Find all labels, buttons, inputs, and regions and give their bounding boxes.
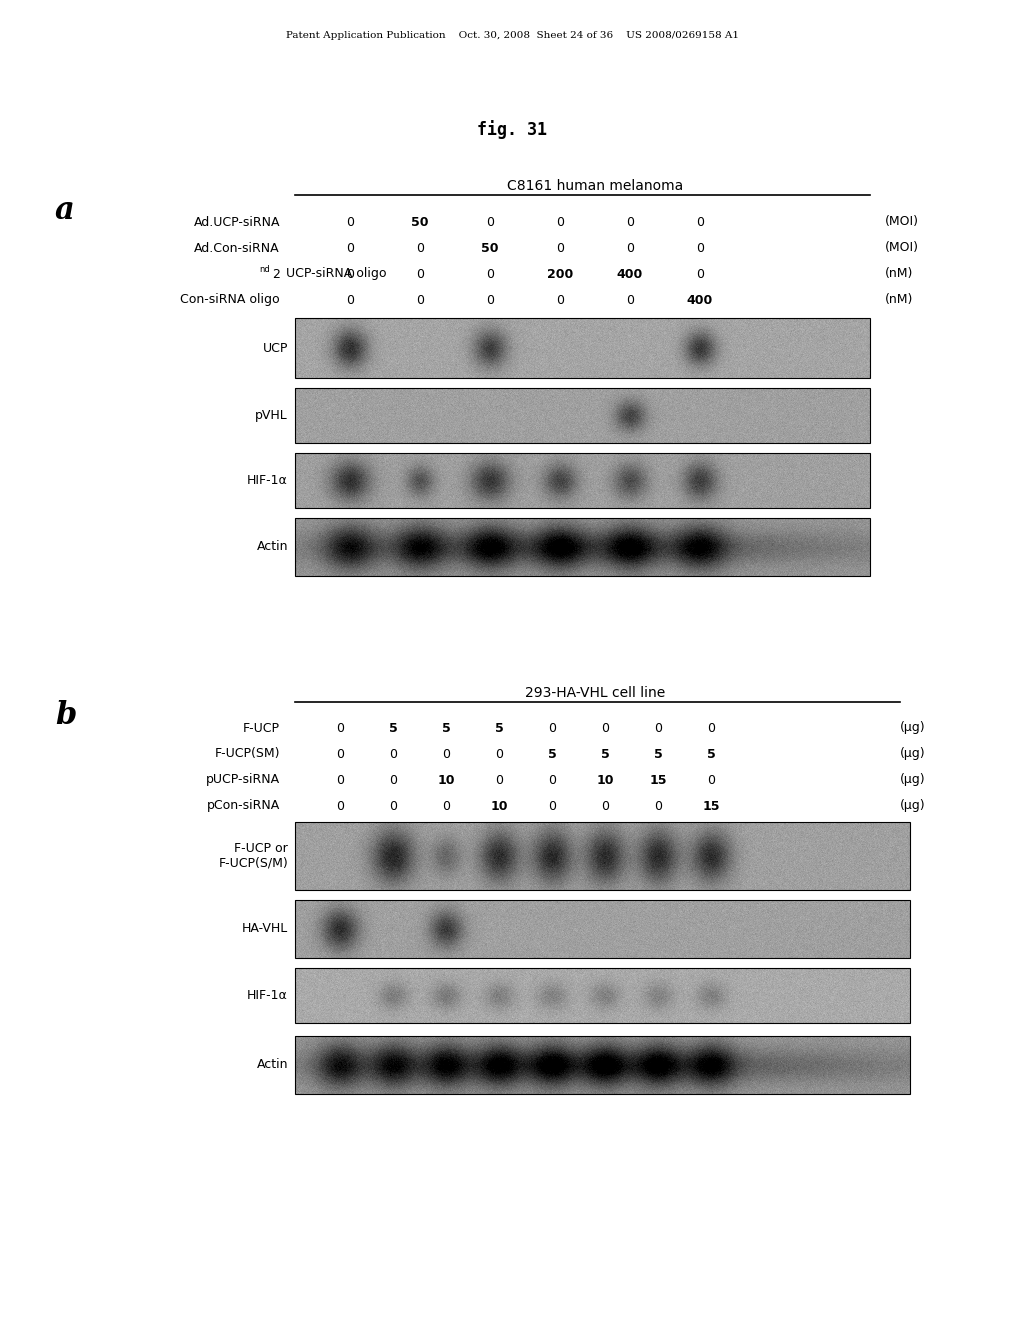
- Text: 5: 5: [441, 722, 451, 734]
- Text: 0: 0: [336, 722, 344, 734]
- Text: 0: 0: [495, 747, 503, 760]
- Text: 0: 0: [389, 800, 397, 813]
- Text: 0: 0: [346, 242, 354, 255]
- Text: 293-HA-VHL cell line: 293-HA-VHL cell line: [525, 686, 666, 700]
- Text: F-UCP: F-UCP: [243, 722, 280, 734]
- Text: 0: 0: [346, 215, 354, 228]
- Bar: [295, 388, 870, 444]
- Text: fig. 31: fig. 31: [477, 120, 547, 140]
- Text: 0: 0: [416, 268, 424, 281]
- Text: 0: 0: [442, 800, 450, 813]
- Text: pUCP-siRNA: pUCP-siRNA: [206, 774, 280, 787]
- Text: HIF-1α: HIF-1α: [247, 474, 288, 487]
- Text: 0: 0: [346, 293, 354, 306]
- Text: 0: 0: [601, 800, 609, 813]
- Text: pCon-siRNA: pCon-siRNA: [207, 800, 280, 813]
- Text: 0: 0: [389, 747, 397, 760]
- Text: Actin: Actin: [256, 540, 288, 553]
- Text: (μg): (μg): [900, 774, 926, 787]
- Text: UCP-siRNA oligo: UCP-siRNA oligo: [282, 268, 386, 281]
- Text: 0: 0: [416, 293, 424, 306]
- Text: 0: 0: [556, 293, 564, 306]
- Bar: [295, 517, 870, 576]
- Text: (MOI): (MOI): [885, 215, 919, 228]
- Text: 2: 2: [272, 268, 280, 281]
- Text: 0: 0: [626, 293, 634, 306]
- Text: 10: 10: [596, 774, 613, 787]
- Text: 50: 50: [481, 242, 499, 255]
- Text: HIF-1α: HIF-1α: [247, 989, 288, 1002]
- Text: 0: 0: [626, 242, 634, 255]
- Text: 0: 0: [495, 774, 503, 787]
- Text: (μg): (μg): [900, 722, 926, 734]
- Text: 400: 400: [616, 268, 643, 281]
- Text: Ad.Con-siRNA: Ad.Con-siRNA: [195, 242, 280, 255]
- Text: 15: 15: [649, 774, 667, 787]
- Text: F-UCP or
F-UCP(S/M): F-UCP or F-UCP(S/M): [218, 842, 288, 870]
- Text: 0: 0: [548, 722, 556, 734]
- Text: 0: 0: [696, 268, 705, 281]
- Text: Con-siRNA oligo: Con-siRNA oligo: [180, 293, 280, 306]
- Text: b: b: [55, 700, 77, 731]
- Bar: [295, 968, 910, 1023]
- Text: 5: 5: [707, 747, 716, 760]
- Text: 5: 5: [601, 747, 609, 760]
- Text: 0: 0: [416, 242, 424, 255]
- Text: 5: 5: [653, 747, 663, 760]
- Text: 0: 0: [486, 215, 494, 228]
- Text: 0: 0: [336, 774, 344, 787]
- Bar: [295, 453, 870, 508]
- Text: 50: 50: [412, 215, 429, 228]
- Text: 0: 0: [626, 215, 634, 228]
- Text: nd: nd: [259, 264, 270, 273]
- Text: 0: 0: [601, 722, 609, 734]
- Text: 10: 10: [437, 774, 455, 787]
- Text: 10: 10: [490, 800, 508, 813]
- Text: pVHL: pVHL: [255, 409, 288, 422]
- Text: 0: 0: [707, 774, 715, 787]
- Text: 200: 200: [547, 268, 573, 281]
- Text: 15: 15: [702, 800, 720, 813]
- Text: Patent Application Publication    Oct. 30, 2008  Sheet 24 of 36    US 2008/02691: Patent Application Publication Oct. 30, …: [286, 30, 738, 40]
- Text: F-UCP(SM): F-UCP(SM): [214, 747, 280, 760]
- Text: 0: 0: [696, 215, 705, 228]
- Text: 400: 400: [687, 293, 713, 306]
- Text: 0: 0: [336, 747, 344, 760]
- Bar: [295, 900, 910, 958]
- Text: (μg): (μg): [900, 747, 926, 760]
- Text: Ad.UCP-siRNA: Ad.UCP-siRNA: [194, 215, 280, 228]
- Text: Actin: Actin: [256, 1059, 288, 1072]
- Bar: [295, 1036, 910, 1094]
- Text: 0: 0: [556, 242, 564, 255]
- Text: 0: 0: [654, 722, 662, 734]
- Text: 0: 0: [389, 774, 397, 787]
- Text: 0: 0: [548, 800, 556, 813]
- Text: (μg): (μg): [900, 800, 926, 813]
- Text: (MOI): (MOI): [885, 242, 919, 255]
- Text: 0: 0: [556, 215, 564, 228]
- Text: 0: 0: [346, 268, 354, 281]
- Text: (nM): (nM): [885, 268, 913, 281]
- Text: 0: 0: [442, 747, 450, 760]
- Bar: [295, 822, 910, 890]
- Text: 0: 0: [707, 722, 715, 734]
- Text: 0: 0: [486, 293, 494, 306]
- Text: 0: 0: [696, 242, 705, 255]
- Text: 0: 0: [486, 268, 494, 281]
- Text: 0: 0: [654, 800, 662, 813]
- Text: 5: 5: [389, 722, 397, 734]
- Text: 0: 0: [548, 774, 556, 787]
- Text: C8161 human melanoma: C8161 human melanoma: [507, 180, 683, 193]
- Text: HA-VHL: HA-VHL: [242, 923, 288, 936]
- Text: 5: 5: [548, 747, 556, 760]
- Bar: [295, 318, 870, 378]
- Text: UCP: UCP: [262, 342, 288, 355]
- Text: (nM): (nM): [885, 293, 913, 306]
- Text: 0: 0: [336, 800, 344, 813]
- Text: 5: 5: [495, 722, 504, 734]
- Text: a: a: [55, 195, 75, 226]
